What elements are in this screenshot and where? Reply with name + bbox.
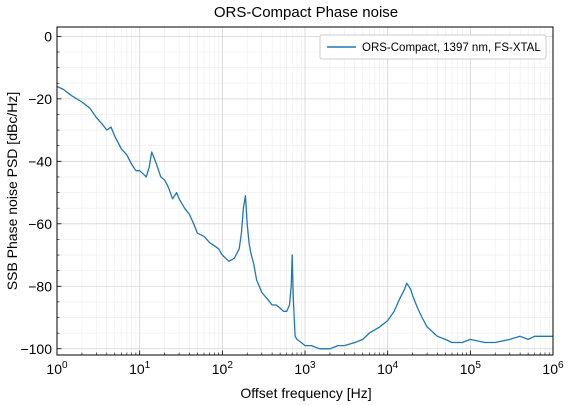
legend-label: ORS-Compact, 1397 nm, FS-XTAL: [362, 42, 541, 54]
x-tick-label: 105: [460, 360, 482, 377]
y-tick-label: −80: [28, 278, 52, 294]
y-tick-label: −60: [28, 216, 52, 232]
series-line-ors-compact: [56, 85, 553, 350]
y-tick-label: −40: [28, 153, 52, 169]
legend-box: [319, 34, 547, 60]
x-tick-label: 103: [294, 360, 316, 377]
y-tick-labels: 0 −20 −40 −60 −80 −100: [20, 28, 52, 356]
y-tick-label: 0: [44, 28, 52, 44]
series-layer: [56, 85, 553, 350]
x-axis-label: Offset frequency [Hz]: [240, 385, 371, 401]
x-tick-label: 100: [46, 360, 68, 377]
x-tick-label: 101: [129, 360, 151, 377]
x-tick-label: 102: [212, 360, 234, 377]
y-axis-label: SSB Phase noise PSD [dBc/Hz]: [4, 92, 20, 290]
y-tick-label: −100: [20, 341, 52, 357]
x-tick-label: 104: [377, 360, 399, 377]
y-tick-label: −20: [28, 91, 52, 107]
major-grid: [56, 27, 554, 355]
x-tick-label: 106: [542, 360, 564, 377]
plot-frame: [56, 26, 554, 356]
chart-title: ORS-Compact Phase noise: [214, 4, 398, 21]
x-tick-labels: 100 101 102 103 104 105 106: [46, 360, 564, 377]
legend: ORS-Compact, 1397 nm, FS-XTAL: [319, 34, 547, 60]
